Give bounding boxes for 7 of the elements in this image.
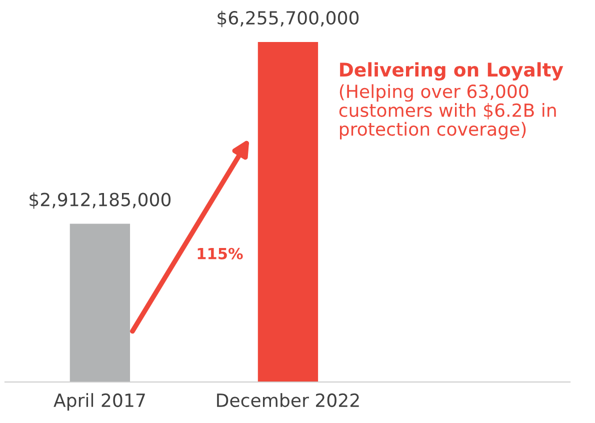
data-label: $2,912,185,000 xyxy=(30,192,171,209)
annotation: Delivering on Loyalty xyxy=(340,62,564,80)
annotation: 115% xyxy=(198,248,243,260)
annotation: (Helping over 63,000 customers with $6.2B in protection coverage) xyxy=(339,84,556,140)
data-label: $6,255,700,000 xyxy=(218,10,359,28)
x-tick-label: December 2022 xyxy=(217,393,359,408)
x-tick-label: April 2017 xyxy=(54,393,145,411)
